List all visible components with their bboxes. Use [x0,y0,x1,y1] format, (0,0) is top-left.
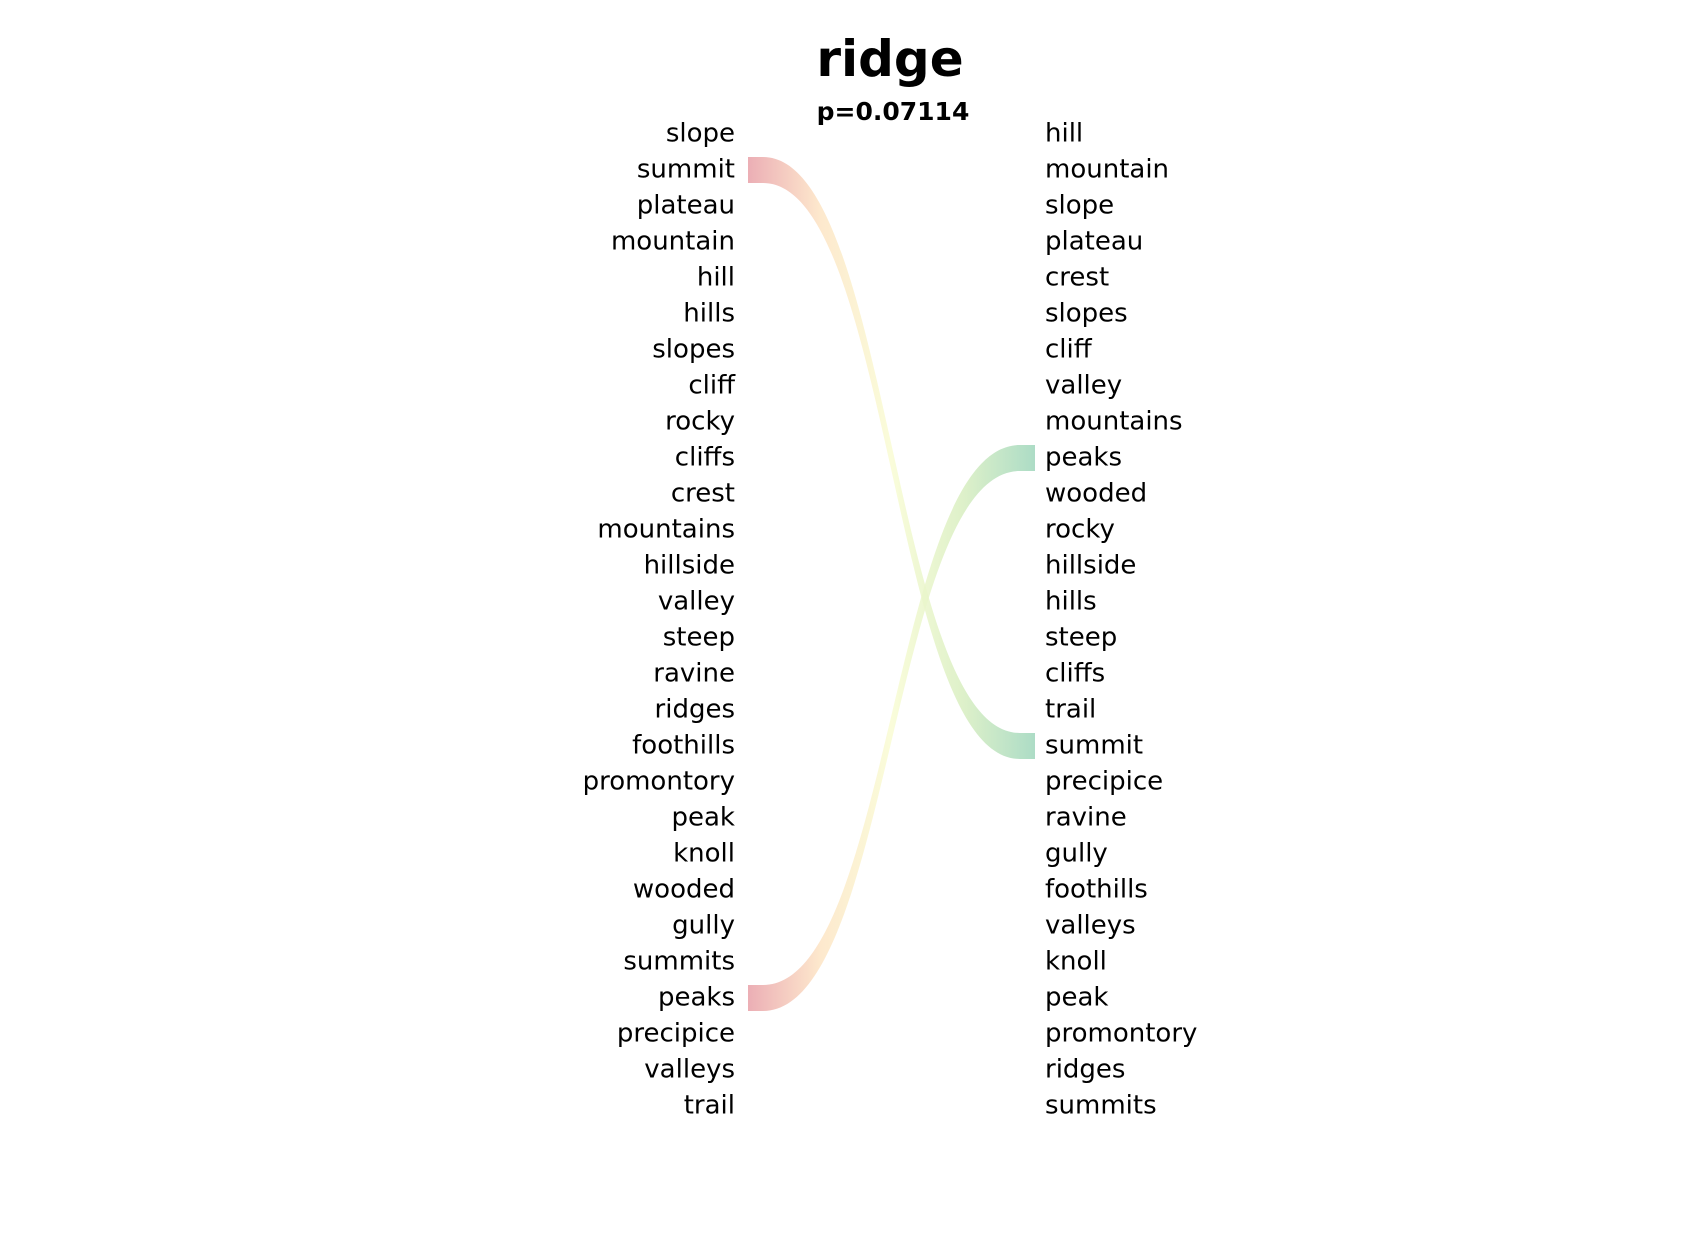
left-word: gully [672,911,735,941]
left-word: crest [671,479,735,509]
right-word: summits [1045,1091,1157,1121]
chart-subtitle: p=0.07114 [817,97,970,126]
left-word: trail [684,1091,735,1121]
right-word: cliffs [1045,659,1105,689]
links-layer [748,157,1035,1011]
right-word: trail [1045,695,1096,725]
left-word: mountains [597,515,735,545]
right-word: hillside [1045,551,1136,581]
right-word-list: hill mountain slope plateau crest slopes cliff… [1045,119,1197,1121]
left-word: plateau [637,191,735,221]
right-word: ridges [1045,1055,1125,1085]
right-word: steep [1045,623,1117,653]
left-word-list: slope summit plateau mountain hill hills slope… [583,119,737,1121]
left-word: summits [623,947,735,977]
right-word: gully [1045,839,1108,869]
right-word: rocky [1045,515,1115,545]
left-word: ravine [653,659,735,689]
link-peaks [748,445,1035,1011]
right-word: mountain [1045,155,1169,185]
right-word: slope [1045,191,1114,221]
left-word: hillside [644,551,735,581]
link-summit [748,157,1035,759]
right-word: summit [1045,731,1143,761]
right-word: mountains [1045,407,1183,437]
right-word: ravine [1045,803,1127,833]
right-word: plateau [1045,227,1143,257]
left-word: slope [666,119,735,149]
left-word: foothills [632,731,735,761]
left-word: mountain [611,227,735,257]
left-word: precipice [617,1019,735,1049]
left-word: summit [637,155,735,185]
left-word: wooded [633,875,735,905]
right-word: hill [1045,119,1083,149]
right-word: peaks [1045,443,1122,473]
left-word: knoll [673,839,735,869]
left-word: hill [697,263,735,293]
left-word: valleys [644,1055,735,1085]
right-word: crest [1045,263,1109,293]
right-word: cliff [1045,335,1093,365]
left-word: valley [658,587,735,617]
chart-title: ridge [816,30,963,88]
right-word: foothills [1045,875,1148,905]
right-word: valleys [1045,911,1136,941]
left-word: cliffs [675,443,735,473]
left-word: peak [672,803,736,833]
left-word: cliff [688,371,736,401]
left-word: hills [683,299,735,329]
left-word: peaks [658,983,735,1013]
right-word: promontory [1045,1019,1197,1049]
left-word: rocky [665,407,735,437]
right-word: knoll [1045,947,1107,977]
right-word: valley [1045,371,1122,401]
right-word: peak [1045,983,1109,1013]
left-word: promontory [583,767,735,797]
right-word: precipice [1045,767,1163,797]
left-word: ridges [655,695,735,725]
left-word: slopes [652,335,735,365]
right-word: slopes [1045,299,1128,329]
right-word: hills [1045,587,1097,617]
left-word: steep [663,623,735,653]
right-word: wooded [1045,479,1147,509]
